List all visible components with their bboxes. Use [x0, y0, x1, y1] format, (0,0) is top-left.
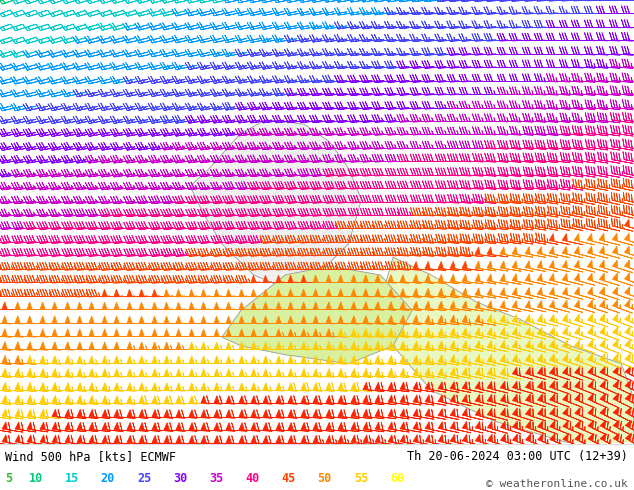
Polygon shape	[222, 266, 412, 364]
Text: 55: 55	[354, 472, 368, 485]
Text: 45: 45	[281, 472, 295, 485]
Text: 60: 60	[390, 472, 404, 485]
Text: Th 20-06-2024 03:00 UTC (12+39): Th 20-06-2024 03:00 UTC (12+39)	[407, 450, 628, 464]
Text: 15: 15	[65, 472, 79, 485]
Text: Wind 500 hPa [kts] ECMWF: Wind 500 hPa [kts] ECMWF	[5, 450, 176, 464]
Text: 30: 30	[173, 472, 187, 485]
Text: © weatheronline.co.uk: © weatheronline.co.uk	[486, 479, 628, 489]
Text: 10: 10	[29, 472, 42, 485]
Polygon shape	[190, 120, 361, 288]
Text: 35: 35	[209, 472, 223, 485]
Text: 50: 50	[318, 472, 332, 485]
Text: 40: 40	[245, 472, 259, 485]
Polygon shape	[380, 257, 634, 443]
Text: 5: 5	[5, 472, 12, 485]
Text: 20: 20	[101, 472, 115, 485]
Text: 25: 25	[137, 472, 151, 485]
